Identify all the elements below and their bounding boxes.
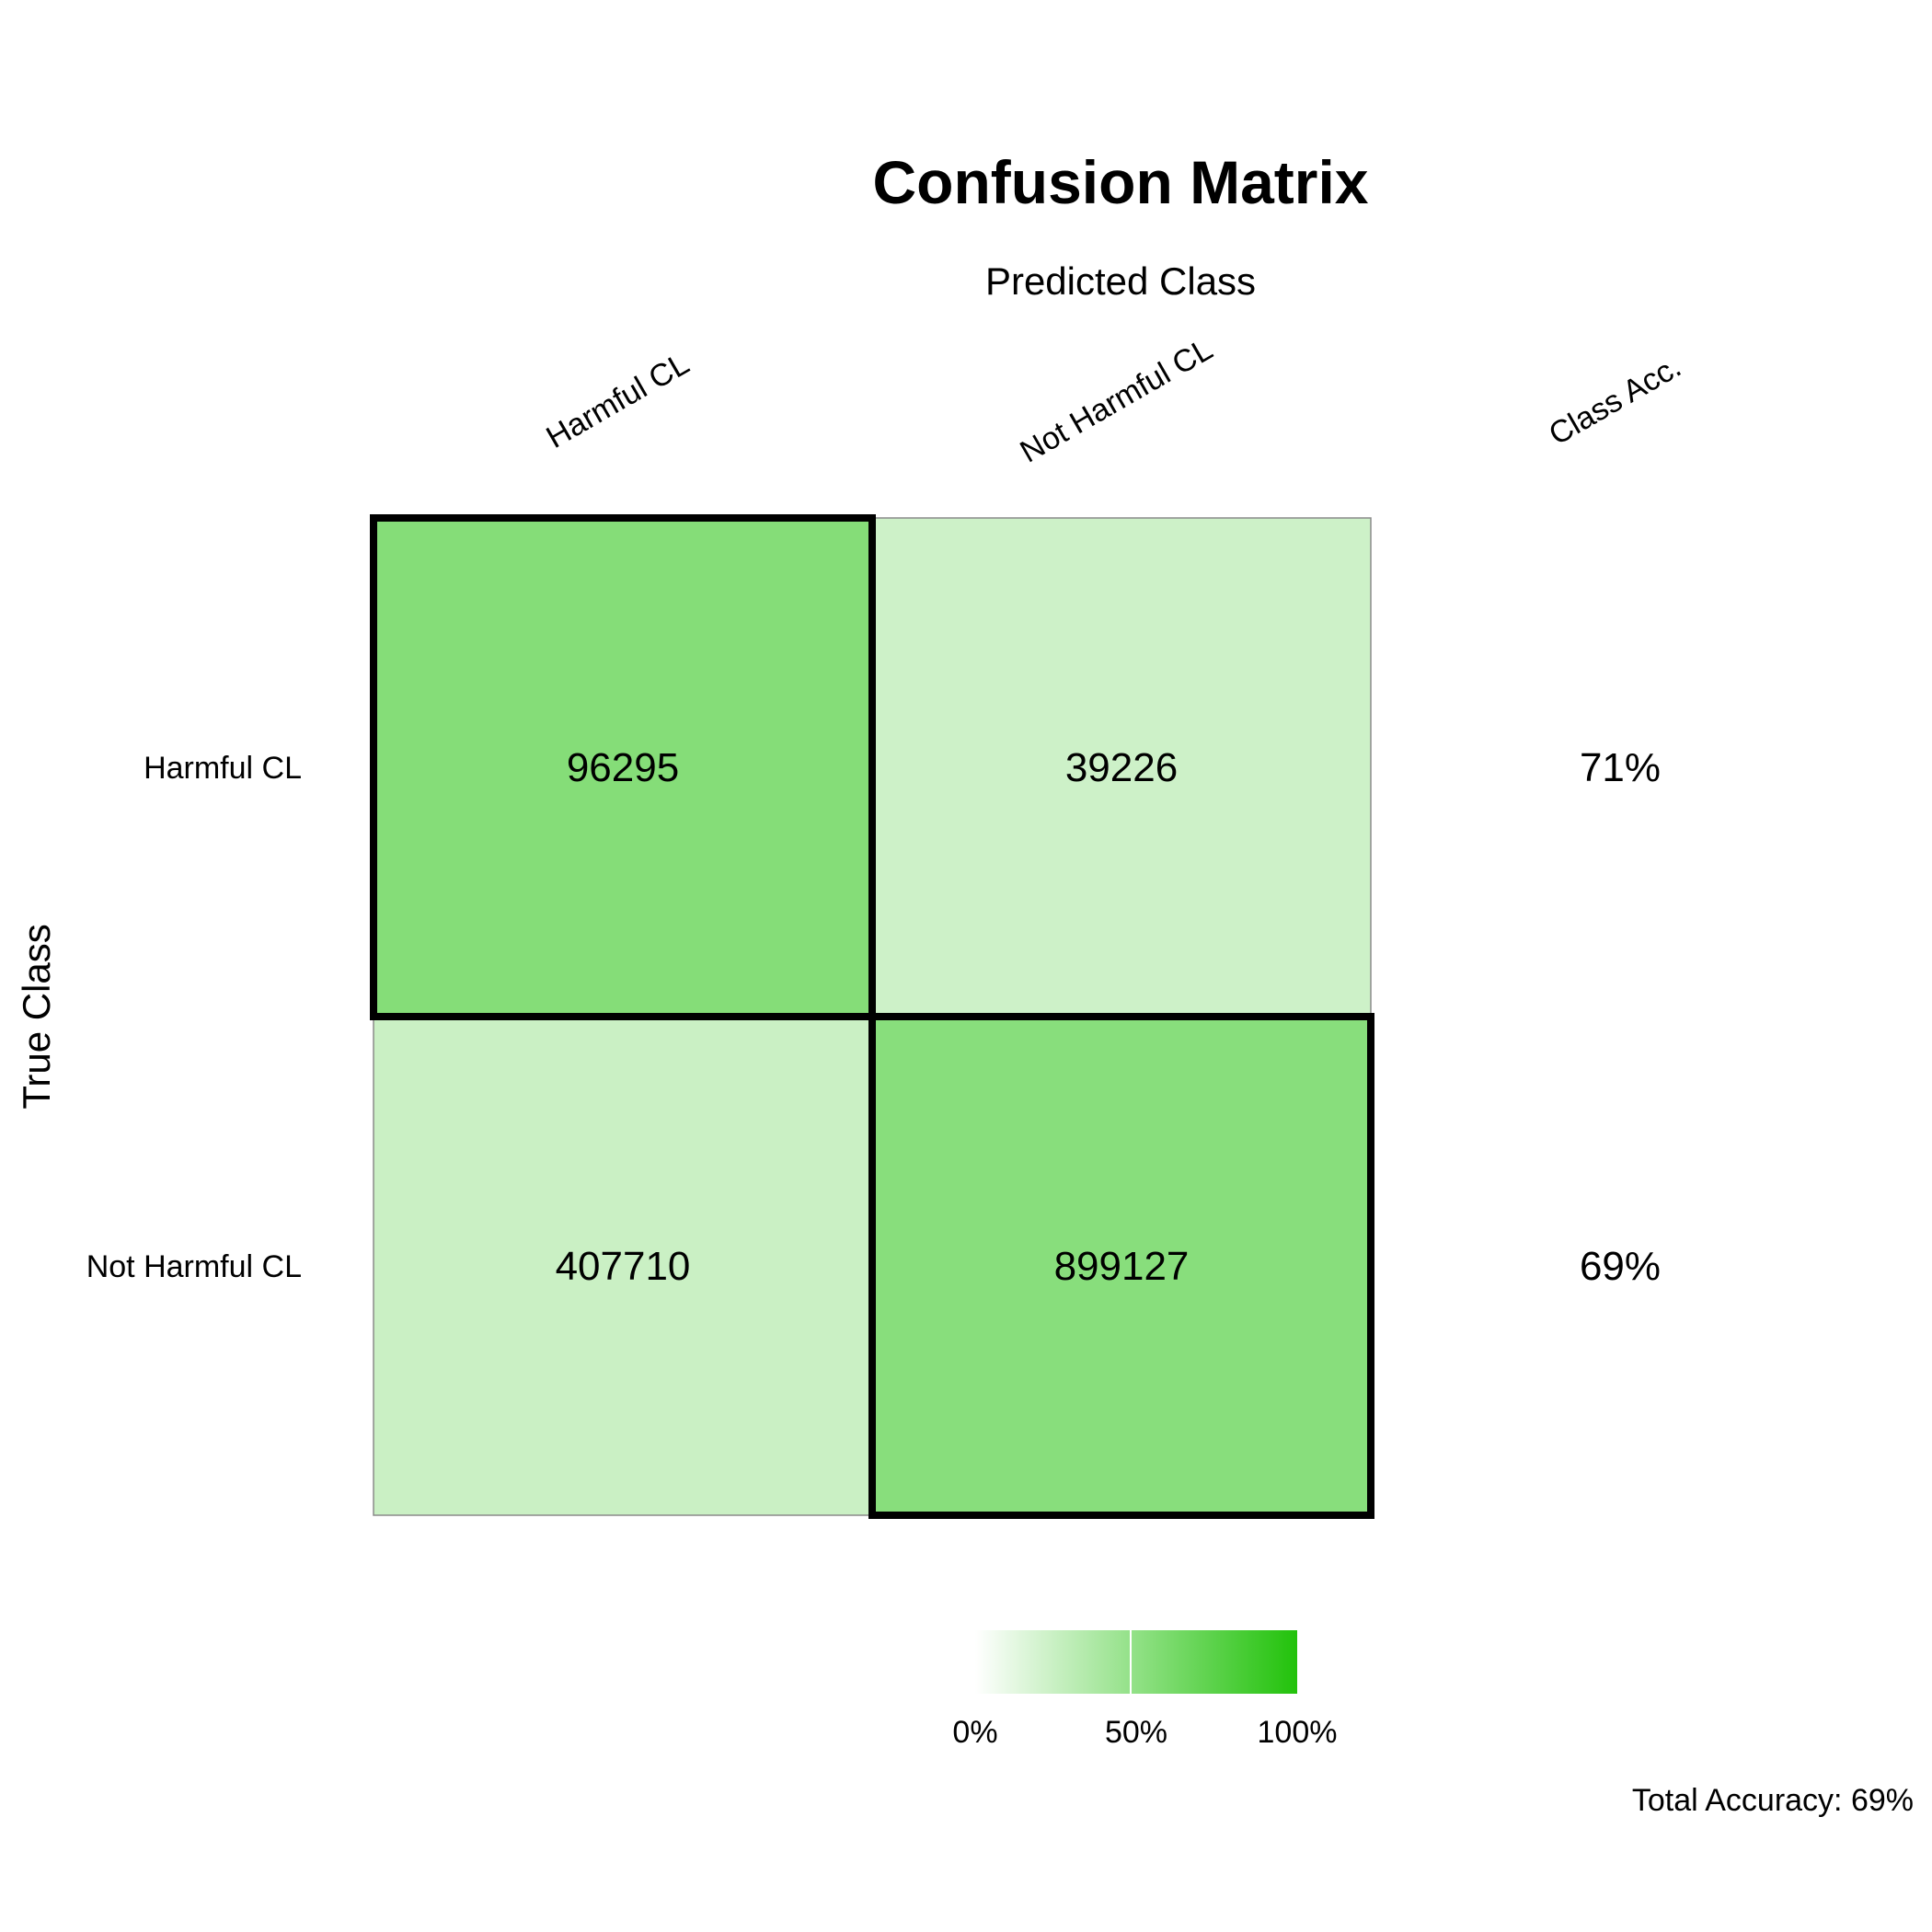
- class-accuracy-value: 71%: [1580, 745, 1661, 790]
- chart-title: Confusion Matrix: [873, 148, 1369, 216]
- x-axis-label: Predicted Class: [985, 259, 1256, 303]
- diagonal-highlight: [868, 1013, 1374, 1519]
- matrix-cell: [373, 517, 873, 1018]
- matrix-cell: [871, 517, 1372, 1018]
- cell-value: 407710: [556, 1244, 691, 1289]
- legend-tick-label: 50%: [1105, 1715, 1167, 1750]
- color-legend: 0% 50% 100%: [952, 1630, 1337, 1750]
- legend-tick-label: 0%: [952, 1715, 997, 1750]
- total-accuracy: Total Accuracy: 69%: [1632, 1783, 1914, 1818]
- cell-value: 899127: [1054, 1244, 1190, 1289]
- y-axis-label: True Class: [15, 924, 58, 1110]
- row-label: Harmful CL: [144, 751, 302, 786]
- column-label: Not Harmful CL: [1015, 331, 1219, 469]
- legend-tick-label: 100%: [1258, 1715, 1338, 1750]
- class-accuracy-values: 71% 69%: [1580, 745, 1661, 1289]
- column-labels: Harmful CL Not Harmful CL Class Acc.: [541, 331, 1687, 469]
- row-label: Not Harmful CL: [86, 1249, 302, 1284]
- column-label: Harmful CL: [541, 346, 696, 455]
- matrix-cell: [871, 1016, 1372, 1516]
- row-labels: Harmful CL Not Harmful CL: [86, 751, 302, 1284]
- diagonal-highlight: [370, 514, 876, 1020]
- diagonal-highlights: [370, 514, 1374, 1519]
- cell-value: 39226: [1065, 745, 1178, 790]
- cell-value: 96295: [567, 745, 679, 790]
- column-label: Class Acc.: [1543, 349, 1686, 452]
- matrix-cells: [373, 517, 1372, 1516]
- legend-colorbar: [975, 1630, 1297, 1694]
- class-accuracy-value: 69%: [1580, 1244, 1661, 1289]
- matrix-cell-values: 96295 39226 407710 899127: [556, 745, 1190, 1289]
